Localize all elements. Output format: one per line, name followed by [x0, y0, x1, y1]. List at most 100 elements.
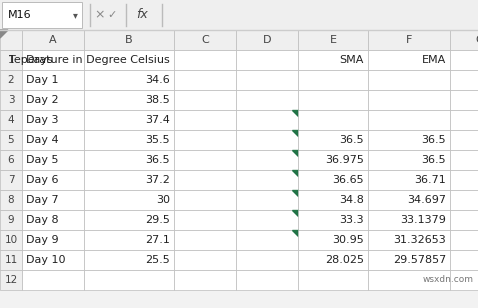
Text: 36.65: 36.65	[332, 175, 364, 185]
Bar	[368, 50, 450, 70]
Text: 36.71: 36.71	[414, 175, 446, 185]
Text: EMA: EMA	[422, 55, 446, 65]
Bar	[174, 150, 236, 170]
Text: 12: 12	[4, 275, 18, 285]
Bar	[174, 130, 236, 150]
Text: 29.57857: 29.57857	[393, 255, 446, 265]
Text: 30.95: 30.95	[332, 235, 364, 245]
Text: Day 7: Day 7	[26, 195, 59, 205]
Bar	[84, 270, 174, 290]
Bar	[298, 50, 368, 70]
Bar	[368, 150, 450, 170]
Text: 30: 30	[156, 195, 170, 205]
Polygon shape	[292, 190, 298, 196]
Polygon shape	[292, 110, 298, 116]
Bar	[174, 230, 236, 250]
Polygon shape	[292, 150, 298, 156]
Bar	[2, 2, 82, 28]
Text: 27.1: 27.1	[145, 235, 170, 245]
Bar	[450, 270, 478, 290]
Bar	[0, 170, 22, 190]
Bar	[368, 30, 450, 50]
Bar	[84, 130, 174, 150]
Bar	[84, 230, 174, 250]
Bar	[22, 130, 84, 150]
Bar	[368, 210, 450, 230]
Bar	[236, 230, 298, 250]
Text: M16: M16	[8, 10, 32, 20]
Bar	[22, 50, 84, 70]
Text: 34.6: 34.6	[145, 75, 170, 85]
Bar	[450, 30, 478, 50]
Bar	[84, 210, 174, 230]
Bar	[0, 230, 22, 250]
Bar	[22, 230, 84, 250]
Text: 33.3: 33.3	[339, 215, 364, 225]
Text: Day 9: Day 9	[26, 235, 59, 245]
Text: 34.697: 34.697	[407, 195, 446, 205]
Text: F: F	[406, 35, 412, 45]
Bar	[174, 190, 236, 210]
Bar	[84, 150, 174, 170]
Bar	[0, 70, 22, 90]
Text: 1: 1	[8, 55, 14, 65]
Bar	[84, 30, 174, 50]
Bar	[368, 70, 450, 90]
Bar	[450, 210, 478, 230]
Text: Day 4: Day 4	[26, 135, 59, 145]
Text: wsxdn.com: wsxdn.com	[423, 275, 474, 285]
Text: 36.975: 36.975	[325, 155, 364, 165]
Bar	[236, 270, 298, 290]
Bar	[368, 190, 450, 210]
Text: 8: 8	[8, 195, 14, 205]
Text: 36.5: 36.5	[422, 155, 446, 165]
Bar	[368, 90, 450, 110]
Bar	[236, 130, 298, 150]
Bar	[22, 110, 84, 130]
Text: Day 5: Day 5	[26, 155, 58, 165]
Text: E: E	[329, 35, 337, 45]
Text: 9: 9	[8, 215, 14, 225]
Bar	[174, 270, 236, 290]
Bar	[84, 250, 174, 270]
Bar	[174, 90, 236, 110]
Bar	[450, 250, 478, 270]
Text: 36.5: 36.5	[422, 135, 446, 145]
Bar	[450, 50, 478, 70]
Text: Day 2: Day 2	[26, 95, 59, 105]
Bar	[450, 230, 478, 250]
Text: C: C	[201, 35, 209, 45]
Bar	[22, 270, 84, 290]
Bar	[174, 170, 236, 190]
Bar	[174, 210, 236, 230]
Text: D: D	[263, 35, 271, 45]
Bar	[174, 110, 236, 130]
Bar	[84, 90, 174, 110]
Text: SMA: SMA	[340, 55, 364, 65]
Text: Days: Days	[26, 55, 54, 65]
Polygon shape	[292, 130, 298, 136]
Text: 5: 5	[8, 135, 14, 145]
Bar	[298, 90, 368, 110]
Bar	[236, 150, 298, 170]
Bar	[368, 250, 450, 270]
Text: G: G	[476, 35, 478, 45]
Text: 29.5: 29.5	[145, 215, 170, 225]
Text: 34.8: 34.8	[339, 195, 364, 205]
Bar	[0, 270, 22, 290]
Bar	[22, 210, 84, 230]
Text: 38.5: 38.5	[145, 95, 170, 105]
Bar	[84, 50, 174, 70]
Bar	[236, 90, 298, 110]
Bar	[0, 130, 22, 150]
Bar	[0, 150, 22, 170]
Text: 6: 6	[8, 155, 14, 165]
Text: ×: ×	[95, 9, 105, 22]
Text: Day 8: Day 8	[26, 215, 59, 225]
Text: fx: fx	[136, 9, 148, 22]
Bar	[22, 30, 84, 50]
Bar	[368, 130, 450, 150]
Bar	[368, 110, 450, 130]
Bar	[0, 210, 22, 230]
Bar	[22, 90, 84, 110]
